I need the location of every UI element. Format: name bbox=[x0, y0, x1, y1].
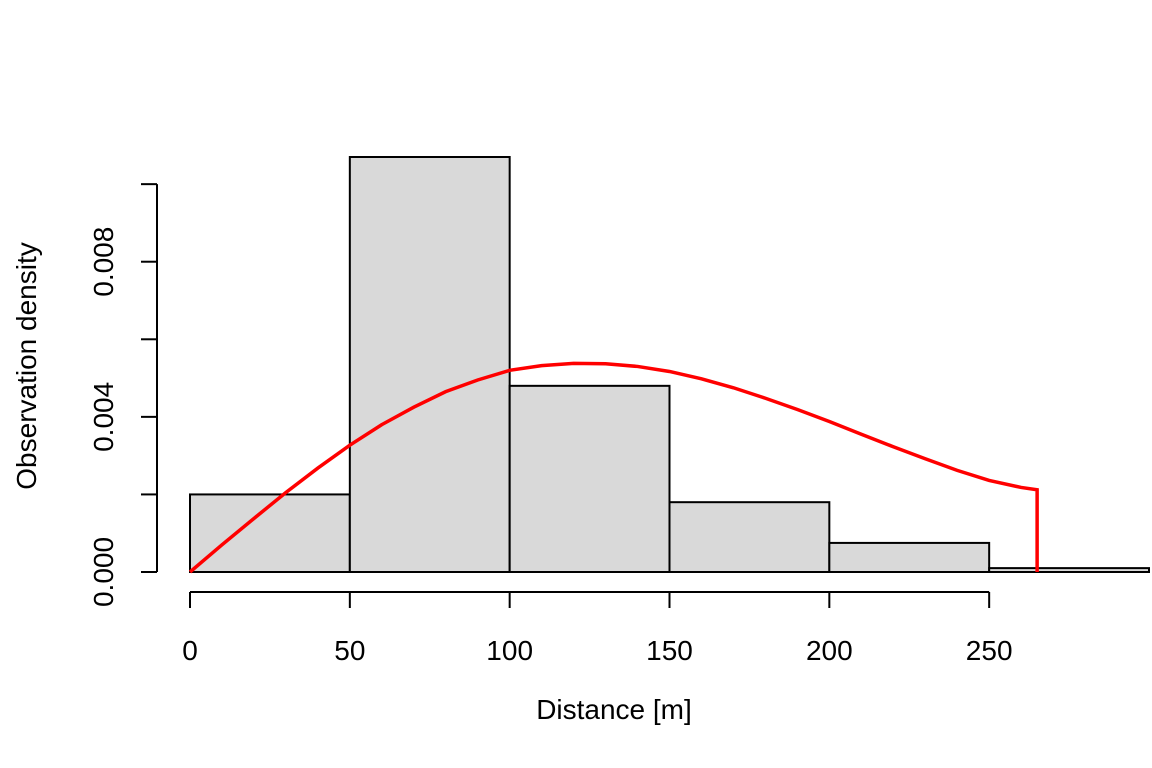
y-tick-label-0: 0.000 bbox=[88, 537, 119, 607]
histogram-bar-1 bbox=[348, 156, 511, 573]
x-axis: 0 50 100 150 200 250 bbox=[182, 591, 1013, 666]
fitted-detection-curve bbox=[188, 361, 1039, 574]
x-tick-label-0: 0 bbox=[182, 635, 198, 666]
histogram-bar-3 bbox=[668, 501, 831, 574]
x-tick-label-3: 150 bbox=[646, 635, 693, 666]
x-tick-label-5: 250 bbox=[966, 635, 1013, 666]
histogram-bar-5 bbox=[988, 567, 1151, 574]
y-axis-label: Observation density bbox=[11, 242, 42, 489]
histogram-bar-4 bbox=[828, 541, 991, 573]
y-tick-label-2: 0.004 bbox=[88, 382, 119, 452]
histogram-bars bbox=[189, 156, 1151, 574]
x-tick-label-4: 200 bbox=[806, 635, 853, 666]
x-tick-label-1: 50 bbox=[334, 635, 365, 666]
x-tick-label-2: 100 bbox=[486, 635, 533, 666]
x-axis-label: Distance [m] bbox=[536, 694, 692, 725]
y-axis: 0.000 0.004 0.008 bbox=[88, 183, 158, 607]
histogram-bar-2 bbox=[508, 384, 671, 574]
y-tick-label-4: 0.008 bbox=[88, 227, 119, 297]
